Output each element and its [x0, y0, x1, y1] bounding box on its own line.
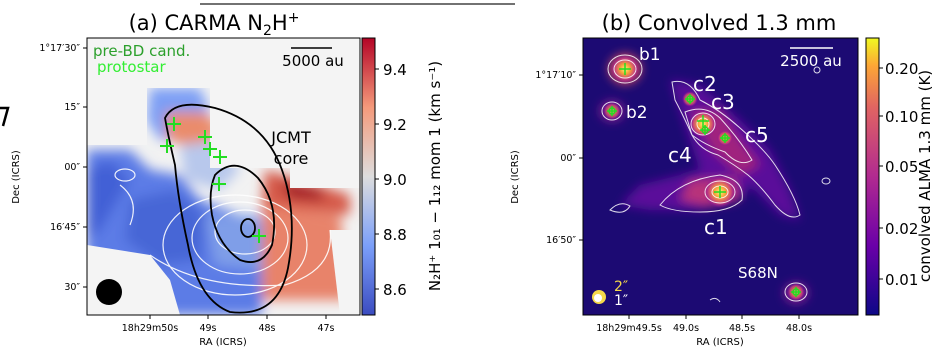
- label-c2: c2: [693, 72, 717, 96]
- source-cross: [213, 150, 227, 164]
- label-s68n: S68N: [738, 264, 778, 282]
- jcmt-label-2: core: [274, 149, 309, 168]
- source-cross: [252, 229, 266, 243]
- panel-b-title: (b) Convolved 1.3 mm: [602, 11, 837, 35]
- ytick-b-1: 00″: [560, 153, 576, 164]
- label-b1: b1: [639, 45, 661, 65]
- ytick-a-2: 00″: [64, 162, 80, 173]
- source-cross: [700, 125, 710, 135]
- xtick-b-2: 48.5s: [729, 323, 755, 334]
- xtick-a-3: 47s: [317, 323, 334, 334]
- ytick-b-2: 16′50″: [546, 235, 576, 246]
- xtick-b-0: 18h29m49.5s: [596, 323, 662, 334]
- label-c1: c1: [704, 215, 728, 239]
- panel-a-title: (a) CARMA N2H+: [129, 10, 300, 39]
- panel-a-markers: [160, 117, 266, 243]
- ylabel-b: Dec (ICRS): [510, 150, 521, 204]
- label-c5: c5: [745, 123, 769, 147]
- panel-a-image: [87, 38, 360, 315]
- label-c3: c3: [711, 90, 735, 114]
- panel-a: (a) CARMA N2H+: [11, 10, 444, 348]
- source-cross: [685, 94, 695, 104]
- cbar-a-tick-3: 8.8: [383, 226, 407, 244]
- label-c4: c4: [668, 143, 692, 167]
- xtick-a-2: 48s: [258, 323, 275, 334]
- panel-b: (b) Convolved 1.3 mm: [510, 11, 934, 348]
- cbar-a-tick-4: 8.6: [383, 281, 407, 299]
- panel-b-markers: [607, 63, 801, 297]
- source-cross: [167, 117, 181, 131]
- cbar-a-tick-1: 9.2: [383, 116, 407, 134]
- label-b2: b2: [626, 103, 648, 123]
- ytick-a-1: 15″: [64, 102, 80, 113]
- jcmt-contour-mid: [209, 164, 275, 263]
- cbar-b-tick-2: 0.05: [885, 158, 918, 176]
- ytick-b-0: 1°17′10″: [535, 70, 576, 81]
- ytick-a-0: 1°17′30″: [39, 43, 80, 54]
- cbar-b-tick-3: 0.02: [885, 220, 918, 238]
- source-cross: [607, 106, 617, 116]
- xtick-b-3: 48.0s: [786, 323, 812, 334]
- panel-b-image: [583, 38, 858, 315]
- legend-protostar: protostar: [97, 58, 166, 76]
- jcmt-contour-outer: [164, 103, 293, 314]
- source-cross: [212, 177, 226, 191]
- source-cross: [791, 287, 801, 297]
- legend-prebd: pre-BD cand.: [93, 42, 190, 60]
- beam-1arcsec: [594, 294, 602, 302]
- jcmt-contour-inner: [240, 218, 256, 238]
- beam-label-1: 1″: [614, 293, 628, 309]
- xtick-a-0: 18h29m50s: [122, 323, 179, 334]
- jcmt-label-1: JCMT: [270, 128, 311, 147]
- colorbar-a: [361, 37, 376, 316]
- cbar-b-tick-4: 0.01: [885, 271, 918, 289]
- beam-label-2: 2″: [614, 279, 628, 295]
- xlabel-a: RA (ICRS): [199, 337, 247, 348]
- source-cross: [714, 186, 726, 198]
- source-cross: [619, 63, 631, 75]
- cbar-a-tick-2: 9.0: [383, 171, 407, 189]
- xtick-b-1: 49.0s: [673, 323, 699, 334]
- scalebar-b-label: 2500 au: [780, 52, 842, 70]
- cbar-b-tick-1: 0.10: [885, 108, 918, 126]
- source-cross: [697, 115, 709, 127]
- cbar-a-tick-0: 9.4: [383, 61, 407, 79]
- ytick-a-3: 16′45″: [50, 222, 80, 233]
- colorbar-b: [865, 37, 880, 316]
- colorbar-a-label: N₂H⁺ 1₀₁ − 1₁₂ mom 1 (km s⁻¹): [426, 61, 444, 291]
- xlabel-b: RA (ICRS): [696, 337, 744, 348]
- cbar-b-tick-0: 0.20: [885, 60, 918, 78]
- xtick-a-1: 49s: [199, 323, 216, 334]
- scalebar-a-label: 5000 au: [282, 52, 344, 70]
- source-cross: [198, 130, 212, 144]
- colorbar-b-label: convolved ALMA 1.3 mm (K): [916, 70, 934, 282]
- ytick-a-4: 30″: [64, 282, 80, 293]
- source-cross: [720, 133, 730, 143]
- beam: [96, 279, 122, 305]
- source-cross: [203, 142, 217, 156]
- ylabel-a: Dec (ICRS): [11, 150, 22, 204]
- edge-glyph: [0, 106, 10, 127]
- source-cross: [160, 139, 174, 153]
